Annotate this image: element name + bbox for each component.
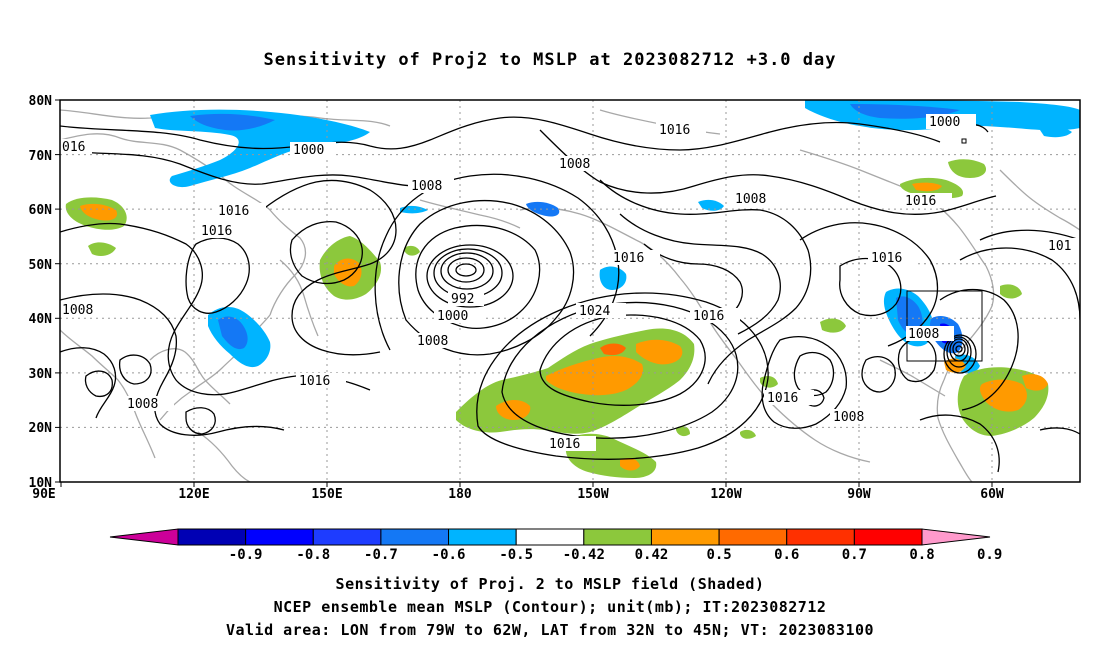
lat-axis	[55, 99, 60, 483]
lon-label: 120W	[710, 487, 741, 502]
colorbar-swatch	[312, 528, 382, 546]
colorbar-label: -0.42	[563, 547, 605, 563]
caption-line-3: Valid area: LON from 79W to 62W, LAT fro…	[225, 621, 875, 639]
isobar-label: 016	[62, 140, 85, 155]
lat-label: 10N	[29, 476, 53, 491]
isobar-label: 1008	[735, 192, 766, 207]
lon-label: 90W	[847, 487, 871, 502]
lat-label: 40N	[29, 312, 53, 327]
isobar-label: 1016	[905, 194, 936, 209]
isobar-label: 1016	[201, 224, 232, 239]
isobar-label: 1016	[613, 251, 644, 266]
isobar-label: 1024	[579, 304, 610, 319]
colorbar-label: 0.8	[909, 547, 934, 563]
colorbar-label: 0.42	[635, 547, 669, 563]
lon-label: 150W	[577, 487, 608, 502]
lat-label: 70N	[29, 149, 53, 164]
colorbar-swatch	[448, 528, 517, 546]
colorbar-label: -0.7	[364, 547, 398, 563]
isobar-label: 1008	[411, 179, 442, 194]
isobar-label: 1000	[437, 309, 468, 324]
colorbar-label: -0.6	[432, 547, 466, 563]
lon-label: 150E	[311, 487, 342, 502]
isobar-label: 1016	[693, 309, 724, 324]
isobar-label: 1008	[908, 327, 939, 342]
colorbar-swatch	[245, 528, 314, 546]
lat-labels: 80N 70N 60N 50N 40N 30N 20N 10N	[29, 94, 53, 491]
colorbar-label: -0.8	[296, 547, 330, 563]
lat-label: 30N	[29, 367, 53, 382]
colorbar-label: 0.6	[774, 547, 799, 563]
isobar-label: 992	[451, 292, 474, 307]
lon-axis	[60, 482, 993, 487]
colorbar-label: 0.5	[706, 547, 731, 563]
isobar-label: 1008	[417, 334, 448, 349]
colorbar-label: 0.9	[977, 547, 1002, 563]
lon-label: 60W	[980, 487, 1004, 502]
colorbar-swatch	[583, 528, 652, 546]
lat-label: 20N	[29, 421, 53, 436]
map-frame	[59, 99, 1081, 483]
isobar-label: 101	[1048, 239, 1071, 254]
isobar-label: 1016	[549, 437, 580, 452]
colorbar-swatch	[515, 528, 585, 546]
colorbar-swatch	[718, 528, 788, 546]
sensitivity-shading	[65, 100, 1080, 478]
isobar-label: 1016	[299, 374, 330, 389]
isobar-label: 1016	[767, 391, 798, 406]
isobar-label: 1016	[659, 123, 690, 138]
isobar-label: 1000	[293, 143, 324, 158]
isobar-label: 1008	[127, 397, 158, 412]
map-title: Sensitivity of Proj2 to MSLP at 20230827…	[263, 50, 837, 70]
colorbar-label: -0.5	[499, 547, 533, 563]
caption-line-2: NCEP ensemble mean MSLP (Contour); unit(…	[273, 598, 827, 616]
lat-label: 80N	[29, 94, 53, 109]
colorbar-label: -0.9	[229, 547, 263, 563]
isobar-label: 1008	[559, 157, 590, 172]
isobar-label: 1008	[833, 410, 864, 425]
caption-line-1: Sensitivity of Proj. 2 to MSLP field (Sh…	[335, 575, 765, 593]
colorbar-arrow-min	[109, 528, 179, 546]
colorbar-label: 0.7	[842, 547, 867, 563]
lat-label: 50N	[29, 258, 53, 273]
colorbar-arrow-max	[921, 528, 991, 546]
isobar-label: 1016	[871, 251, 902, 266]
lon-label: 120E	[178, 487, 209, 502]
colorbar: -0.9 -0.8 -0.7 -0.6 -0.5 -0.42 0.42 0.5 0.6 0.7 0.…	[109, 528, 1002, 563]
isobar-labels: 016 1000 1008 1016 1008 1016 1016 1008 1…	[58, 114, 1080, 452]
colorbar-swatch	[177, 528, 247, 546]
isobar-label: 1008	[62, 303, 93, 318]
isobar-label: 1000	[929, 115, 960, 130]
colorbar-swatch	[380, 528, 450, 546]
colorbar-swatch	[650, 528, 720, 546]
lon-label: 180	[448, 487, 472, 502]
lat-label: 60N	[29, 203, 53, 218]
lon-label: 90E	[32, 487, 55, 502]
colorbar-swatch	[786, 528, 855, 546]
lon-labels: 90E 120E 150E 180 150W 120W 90W 60W	[32, 487, 1004, 502]
isobar-label: 1016	[218, 204, 249, 219]
colorbar-swatch	[853, 528, 923, 546]
